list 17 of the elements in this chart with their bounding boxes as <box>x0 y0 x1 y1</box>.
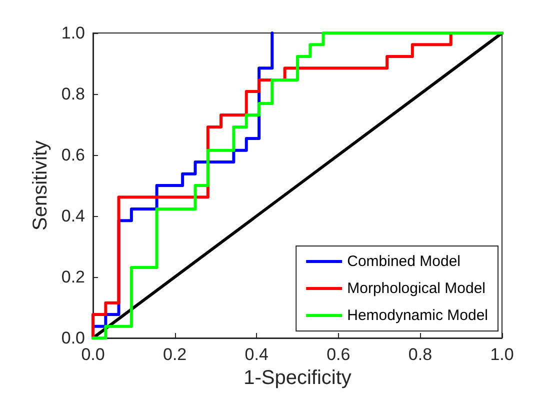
legend-label: Hemodynamic Model <box>347 307 488 324</box>
legend-label: Morphological Model <box>347 280 486 297</box>
x-tick-label: 0.2 <box>162 345 187 364</box>
y-tick-label: 0.8 <box>61 84 85 104</box>
x-tick-label: 0.8 <box>408 345 432 364</box>
y-tick-label: 0.6 <box>61 146 85 164</box>
x-tick-label: 0.0 <box>81 345 105 364</box>
y-tick-label: 0.2 <box>61 268 85 286</box>
x-tick-label: 0.6 <box>326 345 350 364</box>
legend-label: Combined Model <box>347 253 461 270</box>
x-axis-title: 1-Specificity <box>244 367 352 389</box>
y-tick-label: 0.0 <box>61 328 85 348</box>
y-tick-label: 0.4 <box>61 206 85 226</box>
y-tick-label: 1.0 <box>61 24 85 42</box>
x-tick-label: 1.0 <box>490 345 514 364</box>
x-tick-label: 0.4 <box>244 345 268 364</box>
y-axis-title: Sensitivity <box>29 140 52 231</box>
